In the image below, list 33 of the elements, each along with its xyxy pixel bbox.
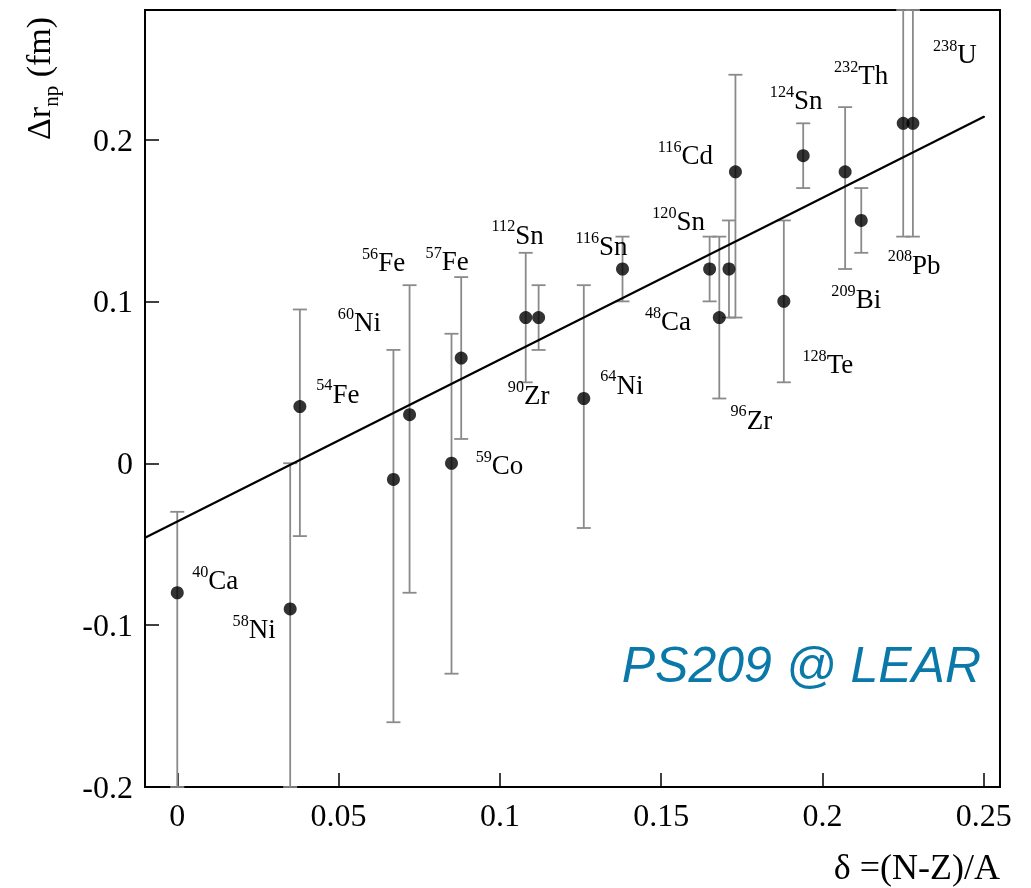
point: [796, 149, 810, 163]
point: [728, 165, 742, 179]
point: [777, 294, 791, 308]
point: [712, 311, 726, 325]
point: [403, 408, 417, 422]
y-tick-label: 0.2: [93, 121, 133, 158]
x-tick-label: 0.1: [479, 797, 520, 833]
point: [577, 392, 591, 405]
point: [906, 116, 920, 130]
y-tick-label: 0.1: [93, 283, 133, 320]
x-tick-label: 0: [169, 797, 186, 833]
annotation: PS209 @ LEAR: [621, 637, 981, 693]
point: [519, 311, 533, 325]
y-tick-label: 0: [117, 445, 133, 482]
point: [283, 602, 297, 616]
point: [454, 351, 468, 365]
point: [532, 311, 546, 325]
x-tick-label: 0.15: [633, 797, 690, 833]
x-tick-label: 0.25: [955, 797, 1012, 833]
point: [386, 472, 400, 486]
x-tick-label: 0.2: [802, 797, 843, 833]
point: [838, 165, 852, 179]
y-tick-label: -0.1: [82, 607, 133, 644]
y-tick-label: -0.2: [82, 769, 133, 805]
point: [445, 456, 459, 470]
x-tick-label: 0.05: [310, 797, 367, 833]
point: [722, 262, 736, 276]
point: [170, 586, 184, 600]
point: [854, 213, 868, 227]
x-axis-title: δ =(N-Z)/A: [833, 846, 1000, 887]
point: [616, 262, 630, 276]
point: [703, 262, 717, 276]
point: [293, 400, 307, 414]
